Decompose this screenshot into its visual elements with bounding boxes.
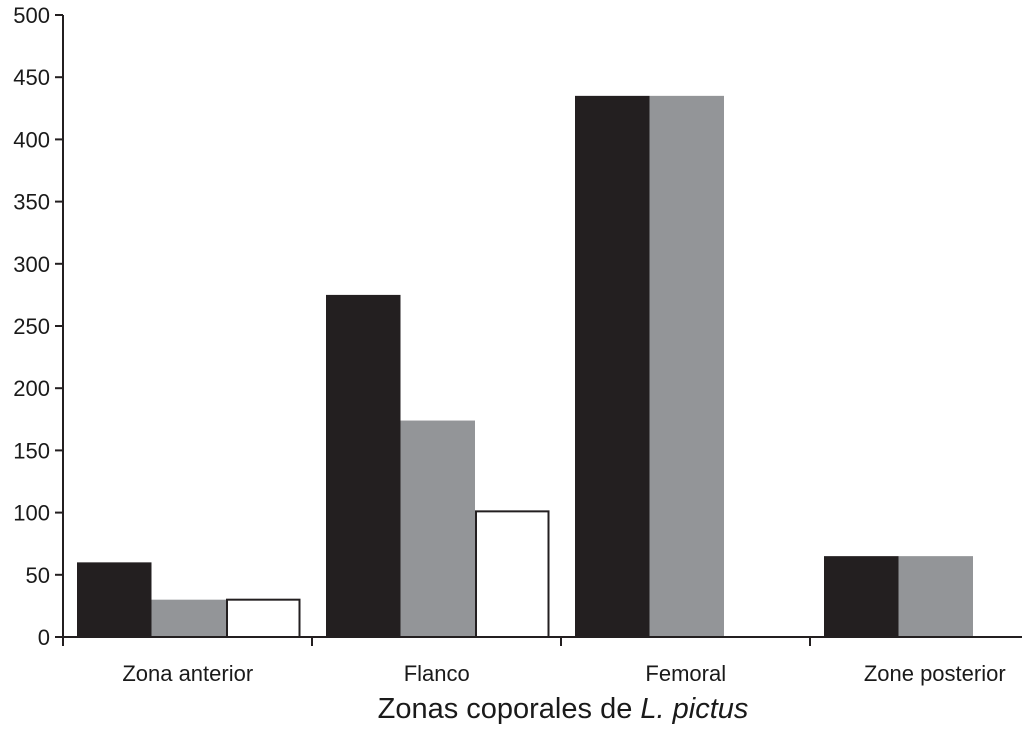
y-tick-label: 50 xyxy=(26,563,50,588)
bar-series2-zona-anterior xyxy=(151,599,226,637)
x-axis-title-main: Zonas coporales de xyxy=(378,693,641,725)
y-tick-label: 250 xyxy=(13,314,50,339)
bar-series3-zona-anterior xyxy=(226,598,301,638)
bar-series1-flanco xyxy=(326,294,401,637)
bar-series3-flanco xyxy=(475,510,550,638)
y-tick-label: 150 xyxy=(13,438,50,463)
x-category-label: Zone posterior xyxy=(864,661,1006,686)
y-tick-label: 100 xyxy=(13,501,50,526)
bar-series1-femoral xyxy=(575,95,650,638)
bar-series1-zona-anterior xyxy=(77,562,152,637)
y-tick-label: 450 xyxy=(13,65,50,90)
bar-series2-femoral xyxy=(649,95,724,638)
axes-layer xyxy=(55,14,1022,646)
y-tick-label: 0 xyxy=(38,625,50,650)
x-axis-title-species: L. pictus xyxy=(640,693,748,725)
x-axis-title: Zonas coporales de L. pictus xyxy=(378,693,749,725)
x-category-label: Flanco xyxy=(404,661,470,686)
x-category-label: Zona anterior xyxy=(122,661,253,686)
y-tick-labels: 0 50 100 150 200 250 300 350 400 450 500 xyxy=(13,3,50,650)
bar-series2-flanco xyxy=(400,420,475,637)
y-tick-label: 300 xyxy=(13,252,50,277)
y-tick-label: 350 xyxy=(13,190,50,215)
bar-series2-zone-posterior xyxy=(898,556,973,637)
bars-layer xyxy=(77,95,973,638)
x-category-label: Femoral xyxy=(645,661,726,686)
y-tick-label: 200 xyxy=(13,376,50,401)
x-category-labels: Zona anterior Flanco Femoral Zone posterior xyxy=(122,661,1005,686)
y-tick-label: 400 xyxy=(13,127,50,152)
bar-series1-zone-posterior xyxy=(824,556,899,637)
y-tick-label: 500 xyxy=(13,3,50,28)
